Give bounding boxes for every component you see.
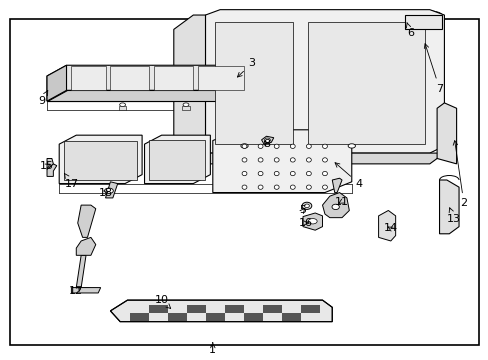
Text: 11: 11 [334, 197, 348, 207]
Text: 2: 2 [452, 141, 467, 208]
Ellipse shape [306, 171, 311, 176]
Ellipse shape [258, 144, 263, 148]
Ellipse shape [302, 202, 311, 210]
Text: 10: 10 [154, 295, 170, 309]
Polygon shape [64, 140, 137, 180]
Ellipse shape [242, 185, 246, 189]
Polygon shape [303, 213, 322, 230]
Ellipse shape [120, 103, 125, 107]
Ellipse shape [322, 171, 327, 176]
Bar [119, 106, 126, 110]
Polygon shape [130, 313, 149, 321]
Text: 3: 3 [237, 58, 255, 77]
Ellipse shape [242, 158, 246, 162]
Polygon shape [47, 158, 53, 169]
Polygon shape [71, 288, 101, 293]
Polygon shape [59, 135, 142, 184]
Text: 16: 16 [298, 218, 312, 228]
Ellipse shape [274, 144, 279, 148]
Text: 14: 14 [383, 224, 397, 233]
Ellipse shape [322, 185, 327, 189]
Polygon shape [205, 313, 224, 321]
Ellipse shape [242, 171, 246, 176]
Polygon shape [322, 193, 348, 218]
Text: 17: 17 [64, 174, 78, 189]
Polygon shape [261, 136, 273, 144]
Polygon shape [154, 66, 193, 90]
Ellipse shape [258, 158, 263, 162]
Polygon shape [263, 305, 282, 313]
Text: 9: 9 [39, 91, 48, 106]
Ellipse shape [274, 158, 279, 162]
Bar [182, 106, 189, 110]
Polygon shape [301, 305, 320, 313]
Ellipse shape [242, 144, 246, 148]
Polygon shape [186, 305, 205, 313]
Polygon shape [78, 205, 96, 237]
Ellipse shape [290, 171, 295, 176]
Polygon shape [47, 65, 249, 101]
Ellipse shape [104, 188, 113, 193]
Polygon shape [76, 255, 86, 288]
Ellipse shape [183, 103, 188, 107]
Ellipse shape [274, 171, 279, 176]
Text: 15: 15 [40, 161, 54, 171]
Polygon shape [307, 22, 424, 144]
Polygon shape [167, 313, 186, 321]
Polygon shape [244, 313, 263, 321]
Polygon shape [436, 103, 456, 164]
Text: 4: 4 [334, 163, 362, 189]
Polygon shape [144, 135, 210, 184]
Polygon shape [47, 90, 249, 101]
Ellipse shape [331, 204, 339, 210]
Polygon shape [224, 305, 244, 313]
Text: 6: 6 [406, 23, 413, 38]
Ellipse shape [241, 144, 247, 148]
Polygon shape [282, 313, 301, 321]
Polygon shape [47, 65, 66, 101]
Ellipse shape [306, 158, 311, 162]
Polygon shape [198, 66, 244, 90]
Ellipse shape [290, 185, 295, 189]
Ellipse shape [322, 158, 327, 162]
Polygon shape [378, 211, 395, 241]
Ellipse shape [306, 185, 311, 189]
Ellipse shape [290, 158, 295, 162]
Polygon shape [215, 22, 293, 144]
Polygon shape [149, 305, 167, 313]
Polygon shape [47, 164, 57, 176]
Text: 13: 13 [446, 208, 460, 224]
Polygon shape [110, 300, 331, 321]
Ellipse shape [306, 144, 311, 148]
Polygon shape [76, 237, 96, 255]
Polygon shape [439, 180, 458, 234]
Text: 7: 7 [424, 44, 442, 94]
Polygon shape [110, 66, 149, 90]
Polygon shape [173, 15, 205, 164]
Ellipse shape [347, 144, 355, 148]
Polygon shape [173, 153, 444, 164]
Text: 5: 5 [299, 206, 306, 216]
Text: 18: 18 [98, 188, 112, 198]
Polygon shape [405, 15, 441, 30]
Ellipse shape [264, 138, 270, 142]
Polygon shape [331, 178, 341, 193]
Ellipse shape [258, 171, 263, 176]
Ellipse shape [308, 219, 317, 224]
Polygon shape [193, 10, 444, 153]
Ellipse shape [304, 204, 309, 208]
Text: 12: 12 [69, 286, 83, 296]
Polygon shape [149, 140, 205, 180]
Ellipse shape [274, 185, 279, 189]
Text: 1: 1 [209, 343, 216, 355]
Text: 8: 8 [263, 139, 269, 149]
Ellipse shape [290, 144, 295, 148]
Ellipse shape [258, 185, 263, 189]
Polygon shape [212, 130, 351, 193]
Ellipse shape [322, 144, 327, 148]
Polygon shape [71, 66, 105, 90]
Polygon shape [105, 182, 118, 198]
